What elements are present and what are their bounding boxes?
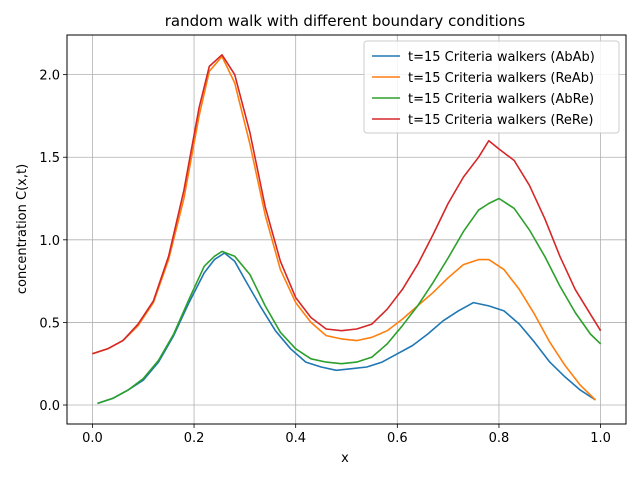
y-axis-label: concentration C(x,t): [15, 164, 30, 294]
legend: t=15 Criteria walkers (AbAb) t=15 Criteri…: [363, 40, 620, 134]
legend-label: t=15 Criteria walkers (AbAb): [408, 50, 595, 65]
legend-label: t=15 Criteria walkers (ReRe): [408, 113, 593, 128]
legend-label: t=15 Criteria walkers (AbRe): [408, 92, 594, 107]
legend-box: [363, 40, 620, 134]
x-axis-label: x: [341, 451, 349, 466]
series-line-2: [97, 197, 602, 405]
y-tick-label: 1.5: [39, 151, 60, 166]
series-line-0: [97, 252, 596, 405]
series-line-3: [92, 54, 602, 355]
x-tick-label: 0.2: [184, 431, 205, 446]
x-tick-label: 1.0: [590, 431, 611, 446]
y-tick-label: 1.0: [39, 234, 60, 249]
plot-frame: [66, 34, 627, 425]
x-tick-label: 0.6: [387, 431, 408, 446]
series-line-1: [92, 55, 597, 401]
x-tick-label: 0.4: [285, 431, 306, 446]
legend-label: t=15 Criteria walkers (ReAb): [408, 71, 594, 86]
y-tick-label: 0.0: [39, 399, 60, 414]
ticks: 0.0 0.2 0.4 0.6 0.8 1.0 0.0 0.5 1.0 1.5 2.0: [39, 69, 611, 446]
chart-title: random walk with different boundary cond…: [165, 12, 526, 30]
y-tick-label: 0.5: [39, 316, 60, 331]
x-tick-label: 0.8: [489, 431, 510, 446]
series-layer: [92, 54, 602, 405]
x-tick-label: 0.0: [82, 431, 103, 446]
y-tick-label: 2.0: [39, 69, 60, 84]
